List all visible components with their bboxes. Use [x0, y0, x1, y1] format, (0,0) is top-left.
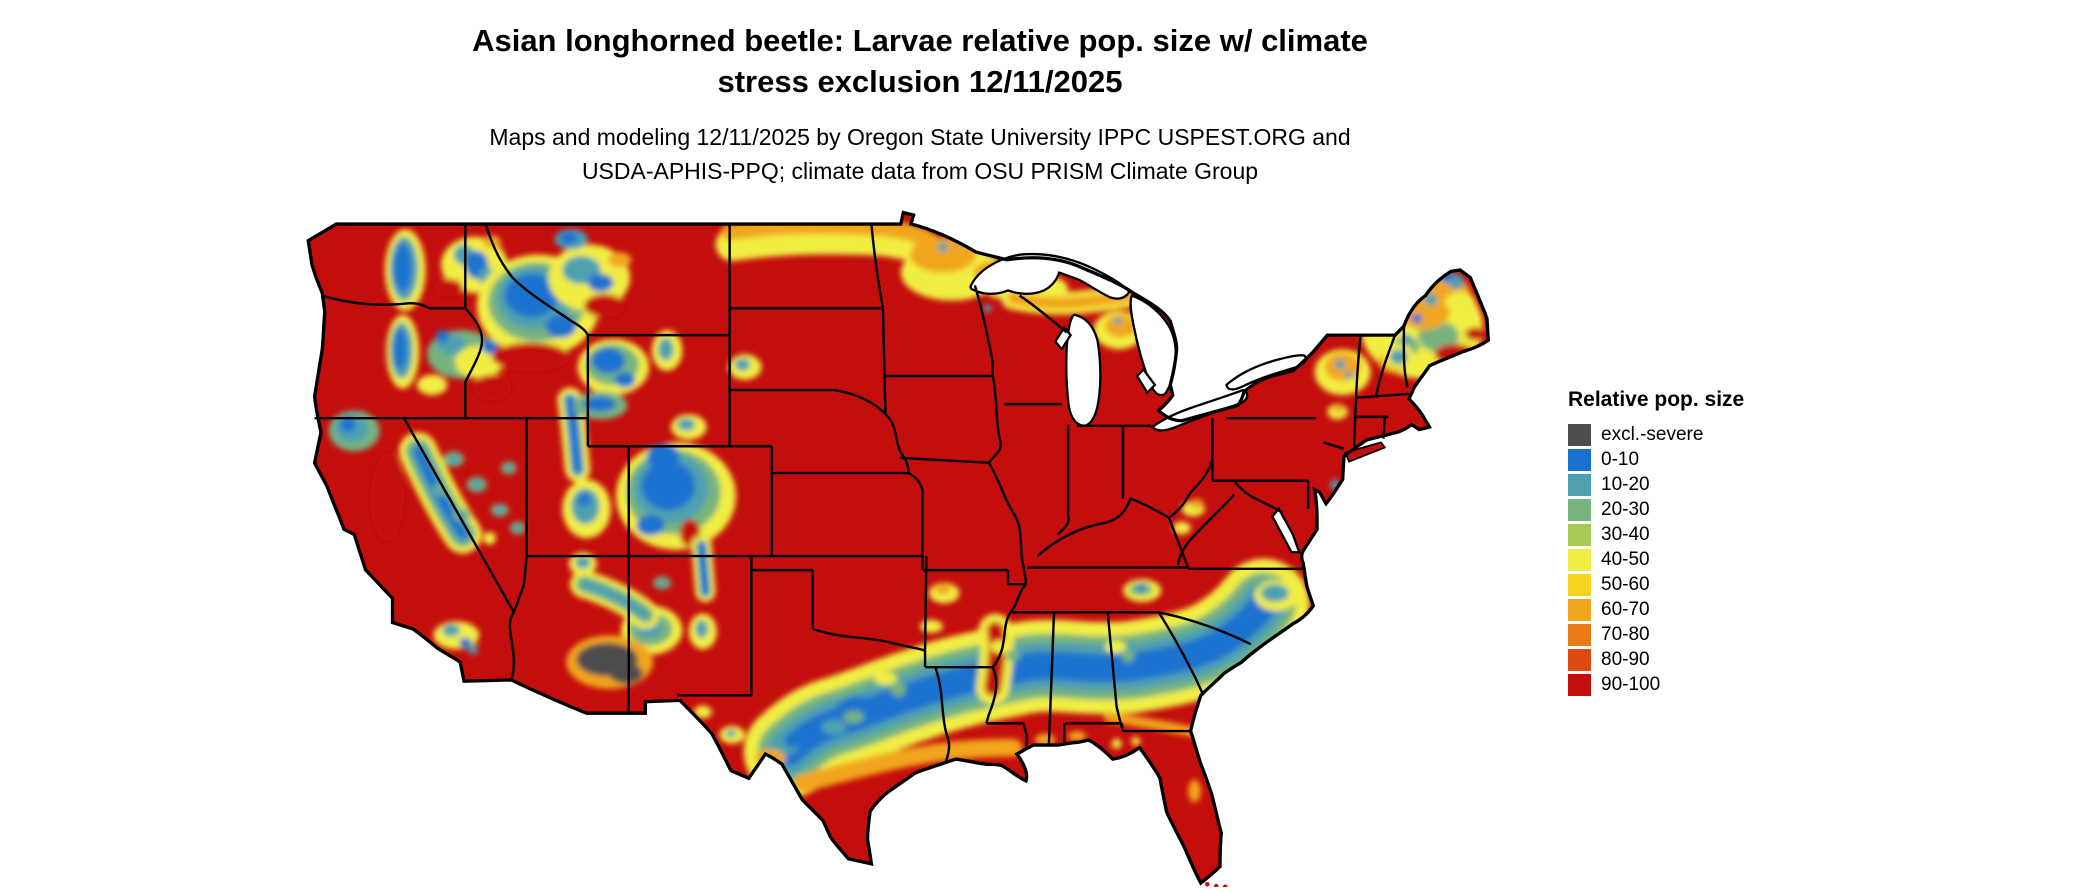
green-bay [1053, 325, 1073, 352]
legend-row: 30-40 [1568, 522, 1744, 547]
legend-label: 70-80 [1601, 623, 1650, 645]
page-subtitle: Maps and modeling 12/11/2025 by Oregon S… [370, 120, 1470, 188]
legend-title: Relative pop. size [1568, 388, 1745, 411]
state-borders [314, 223, 1410, 764]
legend-label: 50-60 [1601, 573, 1650, 595]
legend-label: 40-50 [1601, 548, 1650, 570]
us-map-svg [306, 210, 1490, 887]
lake-michigan [1065, 313, 1102, 427]
legend-swatch [1568, 548, 1591, 571]
legend-label: 30-40 [1601, 523, 1650, 545]
title-line-2: stress exclusion 12/11/2025 [717, 64, 1123, 99]
legend-swatch [1568, 498, 1591, 521]
subtitle-line-1: Maps and modeling 12/11/2025 by Oregon S… [489, 124, 1351, 150]
title-line-1: Asian longhorned beetle: Larvae relative… [472, 23, 1368, 58]
legend-row: 80-90 [1568, 647, 1744, 672]
legend-row: 10-20 [1568, 472, 1744, 497]
lake-superior [969, 252, 1131, 300]
legend-row: 20-30 [1568, 497, 1744, 522]
subtitle-line-2: USDA-APHIS-PPQ; climate data from OSU PR… [581, 158, 1259, 184]
florida-keys [1213, 883, 1219, 887]
great-lakes [969, 252, 1307, 554]
legend-swatch [1568, 473, 1591, 496]
legend-label: 60-70 [1601, 598, 1650, 620]
legend-row: 40-50 [1568, 547, 1744, 572]
legend-swatch [1568, 598, 1591, 621]
legend-swatch [1568, 448, 1591, 471]
legend-entries: excl.-severe 0-10 10-20 20-30 30-40 40-50 50-6… [1568, 422, 1744, 697]
long-island [1343, 441, 1387, 463]
legend-swatch [1568, 523, 1591, 546]
legend-label: 10-20 [1601, 473, 1650, 495]
map-legend: Relative pop. size excl.-severe 0-10 10-20… [1568, 388, 1744, 697]
legend-row: excl.-severe [1568, 422, 1744, 447]
legend-row: 90-100 [1568, 672, 1744, 697]
florida-keys [1222, 884, 1228, 887]
legend-row: 50-60 [1568, 572, 1744, 597]
saginaw-bay [1135, 367, 1157, 395]
population-raster-layer [328, 217, 1486, 803]
chesapeake-bay [1271, 506, 1301, 554]
legend-label: 90-100 [1601, 673, 1661, 695]
legend-label: 20-30 [1601, 498, 1650, 520]
legend-row: 0-10 [1568, 447, 1744, 472]
legend-row: 60-70 [1568, 597, 1744, 622]
legend-label: 80-90 [1601, 648, 1650, 670]
legend-swatch [1568, 623, 1591, 646]
legend-swatch [1568, 573, 1591, 596]
legend-label: excl.-severe [1601, 423, 1704, 445]
legend-swatch [1568, 673, 1591, 696]
legend-swatch [1568, 648, 1591, 671]
us-population-map [298, 206, 1524, 887]
legend-swatch [1568, 423, 1591, 446]
legend-row: 70-80 [1568, 622, 1744, 647]
page-title: Asian longhorned beetle: Larvae relative… [270, 20, 1570, 102]
lake-huron [1129, 294, 1177, 397]
florida-keys [1204, 881, 1210, 887]
legend-label: 0-10 [1601, 448, 1640, 470]
